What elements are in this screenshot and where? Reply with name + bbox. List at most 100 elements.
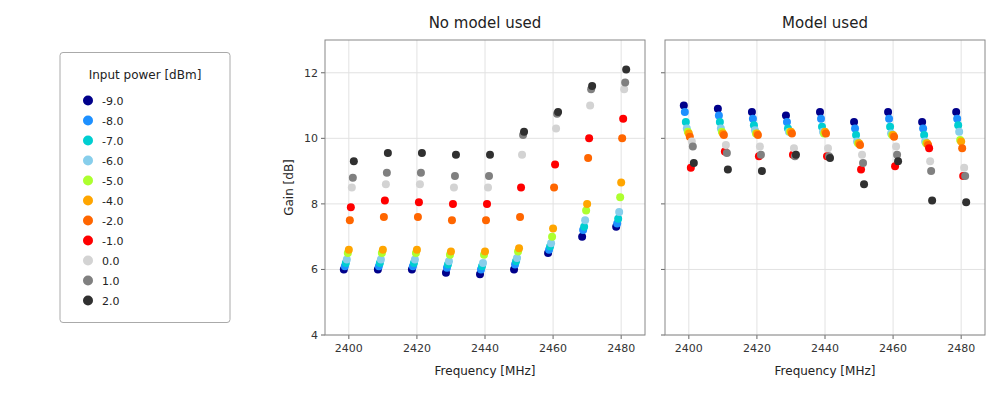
series bbox=[689, 143, 969, 181]
series bbox=[347, 115, 627, 212]
point bbox=[588, 82, 596, 90]
point bbox=[413, 246, 421, 254]
point bbox=[450, 184, 458, 192]
tick-x bbox=[961, 335, 962, 339]
point bbox=[554, 108, 562, 116]
tick-x bbox=[553, 335, 554, 339]
point bbox=[484, 184, 492, 192]
point bbox=[618, 134, 626, 142]
tick-label-y: 4 bbox=[311, 329, 318, 342]
point bbox=[483, 200, 491, 208]
point bbox=[958, 144, 966, 152]
point bbox=[792, 151, 800, 159]
tick-y bbox=[661, 138, 665, 139]
tick-y bbox=[661, 72, 665, 73]
tick-label-x: 2400 bbox=[675, 342, 703, 355]
point bbox=[581, 216, 589, 224]
chart-title: Model used bbox=[782, 14, 868, 32]
point bbox=[415, 198, 423, 206]
legend-label: -9.0 bbox=[102, 95, 123, 108]
point bbox=[486, 151, 494, 159]
grid-line-x bbox=[825, 40, 826, 335]
point bbox=[826, 154, 834, 162]
legend-label: 0.0 bbox=[102, 255, 120, 268]
legend-marker bbox=[83, 236, 93, 246]
point bbox=[350, 157, 358, 165]
point bbox=[925, 144, 933, 152]
tick-y bbox=[661, 203, 665, 204]
point bbox=[859, 159, 867, 167]
point bbox=[520, 128, 528, 136]
point bbox=[756, 143, 764, 151]
chart-root: 468101224002420244024602480No model used… bbox=[0, 0, 1000, 400]
point bbox=[616, 193, 624, 201]
point bbox=[485, 172, 493, 180]
point bbox=[481, 247, 489, 255]
point bbox=[380, 213, 388, 221]
legend-marker bbox=[83, 116, 93, 126]
series bbox=[340, 223, 620, 279]
legend-label: -6.0 bbox=[102, 155, 123, 168]
point bbox=[517, 184, 525, 192]
series bbox=[345, 179, 625, 256]
grid-line-x bbox=[416, 40, 417, 335]
point bbox=[690, 159, 698, 167]
point bbox=[622, 66, 630, 74]
tick-y bbox=[661, 269, 665, 270]
point bbox=[724, 165, 732, 173]
tick-y bbox=[661, 335, 665, 336]
tick-x bbox=[416, 335, 417, 339]
point bbox=[960, 164, 968, 172]
legend-label: -4.0 bbox=[102, 195, 123, 208]
series bbox=[341, 220, 621, 274]
point bbox=[551, 161, 559, 169]
tick-x bbox=[348, 335, 349, 339]
point bbox=[961, 172, 969, 180]
point bbox=[548, 233, 556, 241]
series bbox=[687, 144, 967, 180]
tick-label-x: 2440 bbox=[471, 342, 499, 355]
tick-label-x: 2480 bbox=[947, 342, 975, 355]
grid-line-x bbox=[893, 40, 894, 335]
tick-label-x: 2420 bbox=[403, 342, 431, 355]
point bbox=[418, 149, 426, 157]
point bbox=[479, 259, 487, 267]
point bbox=[383, 169, 391, 177]
point bbox=[894, 157, 902, 165]
legend-marker bbox=[83, 136, 93, 146]
point bbox=[585, 134, 593, 142]
point bbox=[382, 180, 390, 188]
tick-y bbox=[321, 335, 325, 336]
point bbox=[381, 197, 389, 205]
legend-marker bbox=[83, 276, 93, 286]
tick-x bbox=[756, 335, 757, 339]
legend-marker bbox=[83, 156, 93, 166]
tick-label-x: 2480 bbox=[607, 342, 635, 355]
tick-label-y: 8 bbox=[311, 198, 318, 211]
point bbox=[757, 151, 765, 159]
legend-marker bbox=[83, 176, 93, 186]
point bbox=[955, 128, 963, 136]
legend-marker bbox=[83, 256, 93, 266]
tick-label-y: 10 bbox=[304, 132, 318, 145]
series bbox=[344, 193, 624, 258]
point bbox=[720, 131, 728, 139]
point bbox=[615, 208, 623, 216]
point bbox=[586, 102, 594, 110]
tick-label-y: 6 bbox=[311, 263, 318, 276]
point bbox=[926, 157, 934, 165]
point bbox=[722, 141, 730, 149]
x-axis-label: Frequency [MHz] bbox=[775, 364, 876, 378]
y-axis-label: Gain [dB] bbox=[282, 159, 296, 216]
grid-line-x bbox=[756, 40, 757, 335]
plot-background bbox=[325, 40, 645, 335]
point bbox=[584, 154, 592, 162]
point bbox=[824, 144, 832, 152]
tick-x bbox=[893, 335, 894, 339]
point bbox=[451, 172, 459, 180]
legend-label: -2.0 bbox=[102, 215, 123, 228]
point bbox=[621, 79, 629, 87]
point bbox=[583, 200, 591, 208]
point bbox=[962, 198, 970, 206]
point bbox=[754, 131, 762, 139]
